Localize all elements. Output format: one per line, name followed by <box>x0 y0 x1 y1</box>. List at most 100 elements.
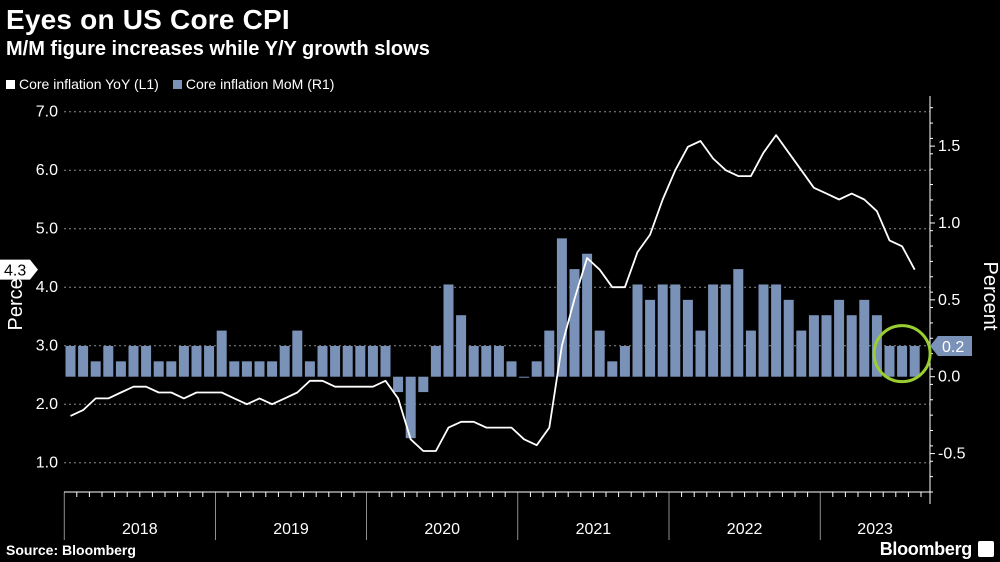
mom-bar <box>292 330 303 377</box>
source-label: Source: Bloomberg <box>6 542 136 558</box>
mom-bar <box>115 361 126 377</box>
mom-bar <box>317 345 328 377</box>
mom-bar <box>330 345 341 377</box>
x-tick-label: 2019 <box>273 521 309 538</box>
mom-bar <box>267 361 278 377</box>
mom-bar <box>367 345 378 377</box>
mom-bar <box>859 299 870 377</box>
mom-bar <box>733 269 744 377</box>
left-tick-label: 5.0 <box>36 221 58 238</box>
mom-bar <box>103 345 114 377</box>
mom-bar <box>506 361 517 377</box>
right-tick-label: 1.0 <box>938 215 960 232</box>
yoy-latest-tag <box>0 259 38 280</box>
legend-label-mom: Core inflation MoM (R1) <box>185 76 335 92</box>
mom-bar <box>645 299 656 377</box>
mom-bar <box>695 330 706 377</box>
mom-bar <box>191 345 202 377</box>
left-tick-label: 2.0 <box>36 396 58 413</box>
highlight-circle <box>872 324 932 384</box>
right-tick-label: 1.5 <box>938 138 960 155</box>
mom-bar <box>304 361 315 377</box>
mom-bar <box>569 269 580 377</box>
left-tick-label: 1.0 <box>36 455 58 472</box>
bloomberg-logo-icon <box>978 541 994 557</box>
x-tick-label: 2023 <box>857 521 893 538</box>
x-tick-label: 2021 <box>576 521 612 538</box>
mom-bar <box>846 315 857 377</box>
mom-bar <box>229 361 240 377</box>
mom-bar <box>720 284 731 377</box>
mom-bar <box>380 345 391 377</box>
mom-bar <box>128 345 139 377</box>
mom-bar <box>254 361 265 377</box>
mom-latest-tag <box>930 335 972 356</box>
mom-bar <box>355 345 366 377</box>
left-tick-label: 6.0 <box>36 162 58 179</box>
mom-bar <box>619 345 630 377</box>
mom-bar <box>153 361 164 377</box>
mom-bar <box>279 345 290 377</box>
mom-bar <box>342 345 353 377</box>
mom-bar <box>90 361 101 377</box>
mom-bar <box>78 345 89 377</box>
mom-bar <box>468 345 479 377</box>
mom-bar <box>607 361 618 377</box>
mom-bar <box>783 299 794 377</box>
x-tick-label: 2018 <box>122 521 158 538</box>
mom-bar <box>531 361 542 377</box>
mom-bar <box>178 345 189 377</box>
mom-bar <box>456 315 467 377</box>
mom-bar <box>897 345 908 377</box>
mom-bar <box>632 284 643 377</box>
right-tick-label: 0.5 <box>938 292 960 309</box>
legend-item-mom: Core inflation MoM (R1) <box>172 76 335 92</box>
mom-bar <box>771 284 782 377</box>
mom-bar <box>166 361 177 377</box>
legend-label-yoy: Core inflation YoY (L1) <box>19 76 159 92</box>
mom-bar <box>241 361 252 377</box>
mom-bar <box>544 330 555 377</box>
legend-item-yoy: Core inflation YoY (L1) <box>6 76 159 92</box>
mom-bar <box>708 284 719 377</box>
left-tick-label: 3.0 <box>36 338 58 355</box>
yoy-line <box>70 134 916 452</box>
left-tick-label: 4.0 <box>36 279 58 296</box>
mom-bar <box>796 330 807 377</box>
mom-bar <box>808 315 819 377</box>
mom-bar <box>909 345 920 377</box>
legend: Core inflation YoY (L1) Core inflation M… <box>6 76 334 92</box>
mom-bar <box>481 345 492 377</box>
mom-bar <box>65 345 76 377</box>
mom-bar <box>594 330 605 377</box>
x-tick-label: 2020 <box>424 521 460 538</box>
mom-bar <box>670 284 681 377</box>
mom-bar <box>141 345 152 377</box>
mom-latest-label: 0.2 <box>942 339 964 356</box>
mom-bar <box>405 376 416 439</box>
mom-bar <box>204 345 215 377</box>
mom-bar <box>493 345 504 377</box>
x-tick-label: 2022 <box>727 521 763 538</box>
mom-bar <box>556 238 567 377</box>
chart-subtitle: M/M figure increases while Y/Y growth sl… <box>6 38 430 60</box>
chart-title: Eyes on US Core CPI <box>6 4 290 35</box>
mom-bar <box>430 345 441 377</box>
mom-bar <box>884 345 895 377</box>
mom-bar <box>443 284 454 377</box>
mom-bar <box>418 376 429 393</box>
left-tick-label: 7.0 <box>36 104 58 121</box>
yoy-latest-label: 4.3 <box>4 263 26 280</box>
right-tick-label: 0.0 <box>938 369 960 386</box>
mom-bar <box>834 299 845 377</box>
bloomberg-logo: Bloomberg <box>879 539 973 559</box>
mom-bar <box>745 330 756 377</box>
mom-bar <box>393 376 404 393</box>
mom-bar <box>821 315 832 377</box>
mom-bar <box>519 376 530 378</box>
mom-bar <box>582 253 593 377</box>
mom-bar <box>758 284 769 377</box>
mom-bar <box>657 284 668 377</box>
right-axis-title: Percent <box>979 262 1000 331</box>
